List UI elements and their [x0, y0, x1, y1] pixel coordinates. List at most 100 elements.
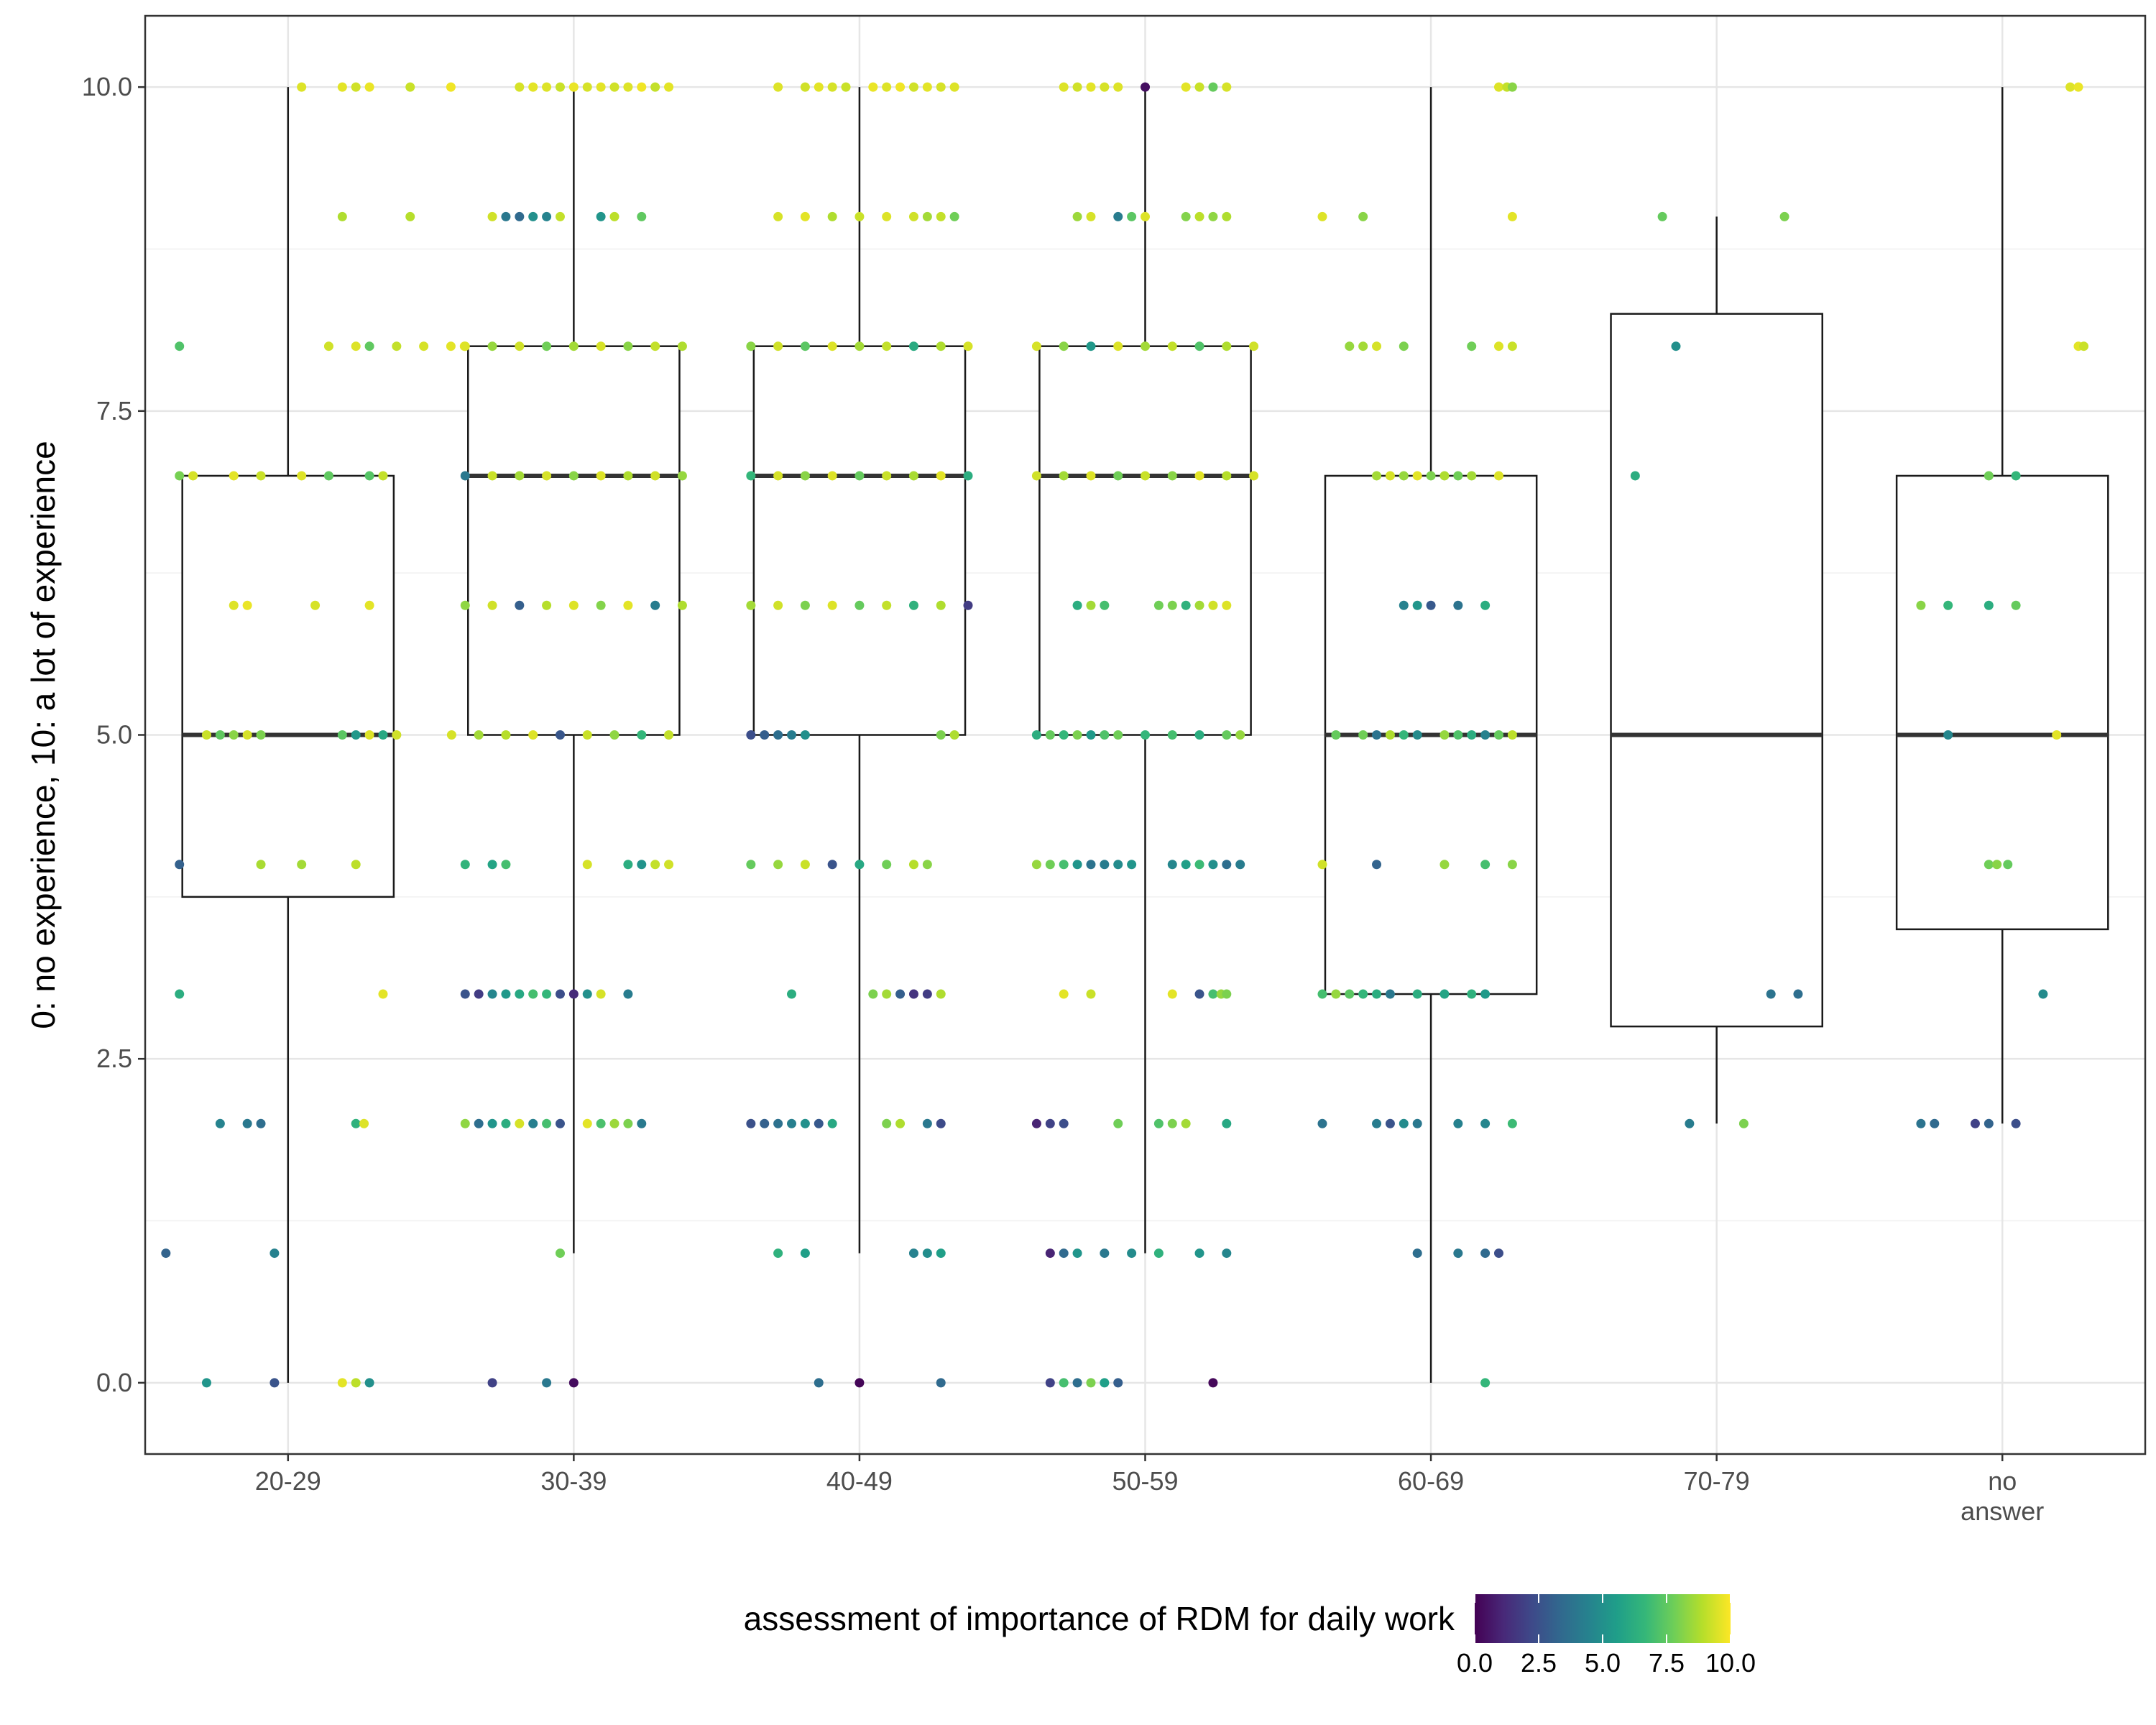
- data-point: [1426, 600, 1436, 610]
- data-point: [908, 471, 918, 481]
- data-point: [882, 341, 892, 351]
- data-point: [1059, 82, 1069, 92]
- data-point: [1222, 82, 1232, 92]
- data-point: [242, 1118, 252, 1128]
- data-point: [1480, 1118, 1491, 1128]
- data-point: [515, 211, 525, 221]
- data-point: [1194, 341, 1204, 351]
- data-point: [596, 1118, 606, 1128]
- data-point: [1194, 82, 1204, 92]
- data-point: [1181, 860, 1191, 870]
- data-point: [637, 730, 647, 740]
- y-tick-label: 0.0: [96, 1368, 132, 1397]
- data-point: [515, 600, 525, 610]
- data-point: [963, 600, 973, 610]
- data-point: [256, 471, 266, 481]
- data-point: [215, 1118, 225, 1128]
- data-point: [1412, 600, 1422, 610]
- data-point: [936, 730, 946, 740]
- data-point: [1453, 1118, 1463, 1128]
- data-point: [949, 730, 959, 740]
- y-axis-title: 0: no experience, 10: a lot of experienc…: [24, 441, 62, 1029]
- data-point: [936, 1378, 946, 1388]
- data-point: [814, 1118, 824, 1128]
- data-point: [1222, 341, 1232, 351]
- data-point: [337, 211, 347, 221]
- data-point: [895, 1118, 906, 1128]
- data-point: [1331, 989, 1341, 999]
- data-point: [446, 341, 456, 351]
- data-point: [1167, 730, 1177, 740]
- data-point: [773, 860, 783, 870]
- box-70-79: [1610, 216, 1823, 1124]
- data-point: [882, 82, 892, 92]
- data-point: [1358, 341, 1368, 351]
- data-point: [1385, 1118, 1395, 1128]
- data-point: [1970, 1118, 1980, 1128]
- data-point: [242, 600, 252, 610]
- data-point: [1031, 730, 1041, 740]
- x-tick-label: 20-29: [255, 1466, 321, 1496]
- data-point: [1031, 471, 1041, 481]
- data-point: [392, 341, 402, 351]
- data-point: [1317, 860, 1327, 870]
- data-point: [800, 730, 810, 740]
- data-point: [1100, 730, 1110, 740]
- data-point: [364, 341, 374, 351]
- data-point: [1385, 730, 1395, 740]
- data-point: [677, 600, 687, 610]
- data-point: [1507, 341, 1517, 351]
- data-point: [542, 1378, 552, 1388]
- data-point: [936, 211, 946, 221]
- data-point: [1031, 1118, 1041, 1128]
- data-point: [1127, 211, 1137, 221]
- data-point: [501, 989, 511, 999]
- data-point: [841, 82, 851, 92]
- data-point: [908, 989, 918, 999]
- data-point: [1113, 82, 1123, 92]
- data-point: [1439, 730, 1450, 740]
- data-point: [1045, 730, 1055, 740]
- data-point: [1194, 211, 1204, 221]
- data-point: [922, 989, 932, 999]
- data-point: [1222, 600, 1232, 610]
- data-point: [1113, 211, 1123, 221]
- data-point: [515, 341, 525, 351]
- data-point: [364, 730, 374, 740]
- data-point: [1453, 730, 1463, 740]
- data-point: [460, 341, 470, 351]
- data-point: [405, 211, 415, 221]
- data-point: [297, 860, 307, 870]
- data-point: [378, 989, 388, 999]
- data-point: [773, 341, 783, 351]
- data-point: [637, 82, 647, 92]
- data-point: [1480, 600, 1491, 610]
- data-point: [1235, 860, 1245, 870]
- data-point: [2038, 989, 2048, 999]
- data-point: [922, 860, 932, 870]
- data-point: [827, 82, 837, 92]
- data-point: [1467, 341, 1477, 351]
- data-point: [800, 1248, 810, 1259]
- data-point: [364, 82, 374, 92]
- data-point: [323, 341, 333, 351]
- data-point: [773, 730, 783, 740]
- data-point: [596, 211, 606, 221]
- data-point: [827, 471, 837, 481]
- data-point: [515, 1118, 525, 1128]
- x-tick-label: 60-69: [1398, 1466, 1464, 1496]
- data-point: [895, 989, 906, 999]
- data-point: [882, 211, 892, 221]
- data-point: [1059, 860, 1069, 870]
- data-point: [1235, 730, 1245, 740]
- data-point: [215, 730, 225, 740]
- data-point: [487, 471, 497, 481]
- data-point: [1493, 341, 1503, 351]
- data-point: [1208, 860, 1218, 870]
- data-point: [1222, 860, 1232, 870]
- data-point: [1072, 860, 1082, 870]
- data-point: [582, 82, 592, 92]
- data-point: [364, 471, 374, 481]
- data-point: [542, 82, 552, 92]
- data-point: [1153, 1118, 1164, 1128]
